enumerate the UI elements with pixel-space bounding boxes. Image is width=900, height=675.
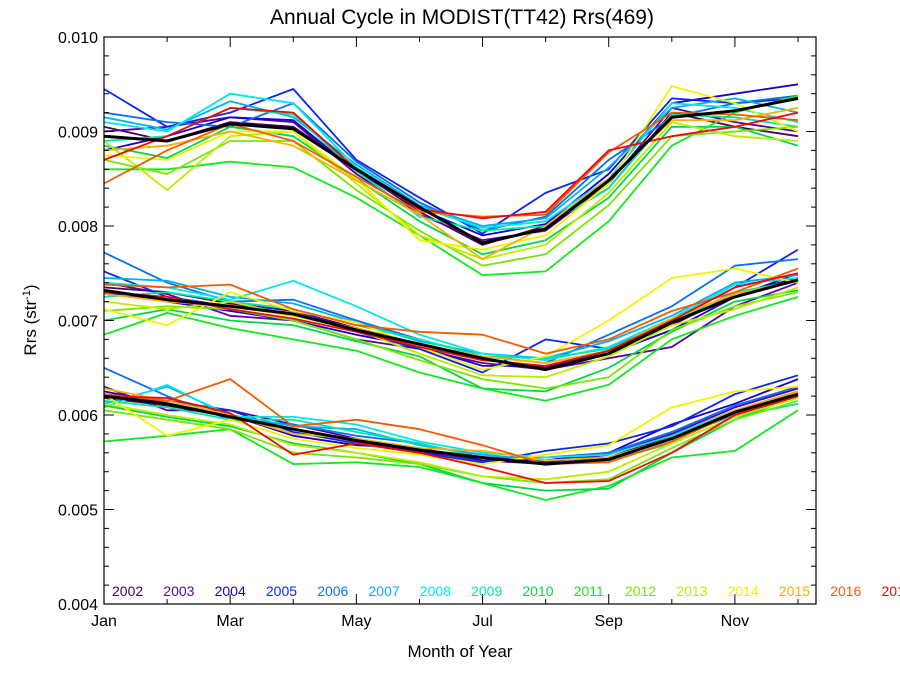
legend-item-2013: 2013 [676, 583, 707, 599]
series-line-upper-2011 [104, 94, 799, 277]
legend-item-2016: 2016 [830, 583, 861, 599]
x-tick-label: May [341, 613, 371, 630]
series-line-middle-2012 [103, 291, 799, 390]
legend-item-2017: 2017 [882, 583, 900, 599]
legend-item-2007: 2007 [369, 583, 400, 599]
series-layer [103, 83, 799, 501]
series-line-upper-2017 [103, 107, 799, 220]
mean-line-middle [103, 278, 799, 372]
x-tick-label: Nov [721, 613, 749, 630]
group-lower [103, 366, 799, 501]
x-axis-label: Month of Year [408, 642, 513, 661]
y-tick-label: 0.007 [58, 314, 98, 331]
series-line-upper-2014 [103, 85, 799, 251]
series-line-upper-2008 [103, 92, 799, 229]
legend-item-2009: 2009 [471, 583, 502, 599]
y-tick-label: 0.004 [58, 597, 98, 614]
axes-layer: 0.004 0.005 0.006 0.007 0.008 0.009 0.010 Jan Ma… [58, 30, 816, 630]
legend-item-2010: 2010 [522, 583, 553, 599]
series-line-upper-2003 [103, 107, 799, 242]
series-line-upper-2013 [103, 121, 799, 261]
y-axis-label: Rrs (str-1) [21, 284, 40, 355]
series-line-middle-2014 [103, 267, 799, 371]
y-tick-label: 0.009 [58, 125, 98, 142]
series-line-lower-2008 [103, 383, 799, 459]
legend: 2002 2003 2004 2005 2006 2007 2008 2009 2010 2011… [112, 583, 900, 599]
y-tick-label: 0.006 [58, 408, 98, 425]
x-tick-label: Mar [216, 613, 244, 630]
series-line-upper-2007 [103, 97, 799, 227]
y-tick-label: 0.010 [58, 30, 98, 47]
legend-item-2011: 2011 [574, 583, 604, 599]
legend-item-2005: 2005 [266, 583, 297, 599]
y-axis-label-superscript: -1 [21, 290, 33, 300]
series-line-upper-2015 [103, 107, 799, 261]
series-line-middle-2016 [103, 267, 799, 355]
x-tick-label: Jan [91, 613, 117, 630]
legend-item-2003: 2003 [163, 583, 194, 599]
legend-item-2014: 2014 [728, 583, 759, 599]
legend-item-2015: 2015 [779, 583, 810, 599]
group-middle [103, 248, 799, 402]
series-line-middle-2017 [103, 272, 799, 367]
y-tick-label: 0.008 [58, 219, 98, 236]
legend-item-2006: 2006 [317, 583, 348, 599]
series-line-middle-2011 [103, 296, 799, 402]
series-line-lower-2005 [103, 374, 799, 464]
x-tick-label: Jul [472, 613, 492, 630]
series-line-lower-2017 [103, 395, 799, 484]
series-line-lower-2011 [103, 409, 799, 501]
legend-item-2012: 2012 [625, 583, 656, 599]
chart-title: Annual Cycle in MODIST(TT42) Rrs(469) [270, 6, 654, 29]
series-line-upper-2004 [103, 83, 799, 237]
plot-frame [103, 36, 817, 605]
series-line-upper-2010 [103, 125, 799, 256]
y-axis-label-main: Rrs (str [21, 300, 40, 356]
series-line-lower-2004 [103, 378, 799, 462]
series-line-lower-2016 [103, 378, 799, 466]
y-tick-label: 0.005 [58, 503, 98, 520]
x-tick-label: Sep [594, 613, 623, 630]
y-axis-label-close: ) [21, 284, 40, 290]
group-upper [103, 83, 799, 277]
legend-item-2008: 2008 [420, 583, 451, 599]
mean-line-lower [103, 392, 799, 466]
legend-item-2002: 2002 [112, 583, 143, 599]
mean-line-upper [103, 96, 799, 245]
series-line-middle-2013 [103, 286, 799, 379]
legend-item-2004: 2004 [215, 583, 246, 599]
